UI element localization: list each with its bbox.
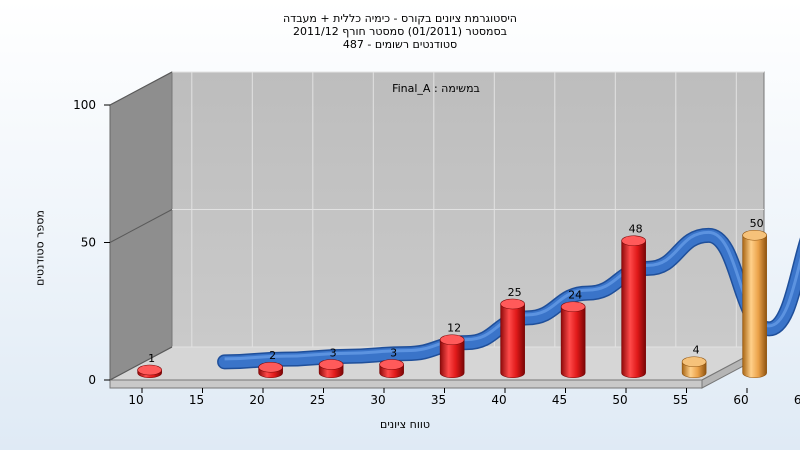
bar-55: [681, 356, 707, 379]
bar-value-label: 3: [330, 346, 337, 359]
chart-title-line-2: בסמסטר (01/2011) סמסטר חורף 2011/12: [293, 25, 507, 38]
assignment-annotation: Final_A : במשימה: [392, 82, 480, 95]
bar-top: [500, 298, 525, 310]
bar-value-labels: 123312252448450606953361652: [148, 217, 764, 365]
bar-value-label: 50: [750, 217, 764, 230]
x-tick-label: 35: [431, 393, 446, 407]
bar-40: [500, 298, 525, 379]
x-tick-label: 40: [491, 393, 506, 407]
bar-top: [439, 334, 465, 346]
bar-60: [742, 229, 767, 379]
x-tick-label: 55: [673, 393, 688, 407]
x-tick-label: 50: [612, 393, 627, 407]
bar-value-label: 24: [568, 289, 582, 302]
bar-body: [742, 234, 767, 379]
bar-35: [439, 334, 465, 379]
bar-30: [379, 359, 404, 379]
y-tick-label: 50: [81, 236, 96, 250]
bar-top: [621, 235, 646, 247]
x-tick-label: 60: [733, 393, 748, 407]
bar-top: [379, 359, 404, 370]
floor-front: [109, 379, 703, 389]
bar-body: [560, 306, 586, 379]
bar-value-label: 48: [629, 223, 643, 236]
y-axis-ticks: 0 50 100: [73, 98, 110, 387]
bar-value-label: 1: [148, 352, 155, 365]
bar-value-label: 25: [508, 286, 522, 299]
gridlines: [109, 71, 764, 381]
bar-top: [318, 359, 344, 370]
x-tick-label: 30: [370, 393, 385, 407]
bar-top: [742, 229, 767, 241]
x-tick-label: 10: [128, 393, 143, 407]
x-tick-label: 65: [794, 393, 800, 407]
bar-value-label: 2: [269, 349, 276, 362]
y-tick-label: 0: [88, 373, 96, 387]
bar-body: [621, 240, 646, 379]
y-axis-title: מספר סטודנטים: [33, 210, 47, 286]
x-axis-ticks: 101520253035404550556065707580859095: [128, 388, 800, 407]
side-wall-gridline: [109, 346, 173, 381]
bar-value-label: 4: [693, 344, 700, 357]
bar-top: [560, 301, 586, 313]
bar-body: [500, 303, 525, 379]
x-tick-label: 45: [552, 393, 567, 407]
x-tick-label: 25: [310, 393, 325, 407]
bar-45: [560, 301, 586, 379]
chart-title-line-1: היסטוגרמת ציונים בקורס - כימיה כללית + מ…: [283, 12, 517, 25]
bar-20: [258, 361, 283, 379]
x-axis-title: טווח ציונים: [380, 418, 430, 431]
bars: [137, 229, 767, 379]
chart-title-line-3: 487 - סטודנטים רשומים: [342, 38, 458, 51]
bar-10: [137, 364, 162, 379]
bar-top: [681, 356, 707, 368]
x-tick-label: 15: [189, 393, 204, 407]
bar-value-label: 3: [390, 346, 397, 359]
bar-25: [318, 359, 344, 379]
side-wall-gridline: [109, 71, 173, 106]
x-tick-label: 20: [249, 393, 264, 407]
bar-body: [439, 339, 465, 379]
bar-top: [258, 361, 283, 373]
y-tick-label: 100: [73, 98, 96, 112]
bar-50: [621, 235, 646, 379]
bar-top: [137, 364, 162, 376]
side-wall-gridline: [109, 209, 173, 243]
bar-value-label: 12: [447, 322, 461, 335]
